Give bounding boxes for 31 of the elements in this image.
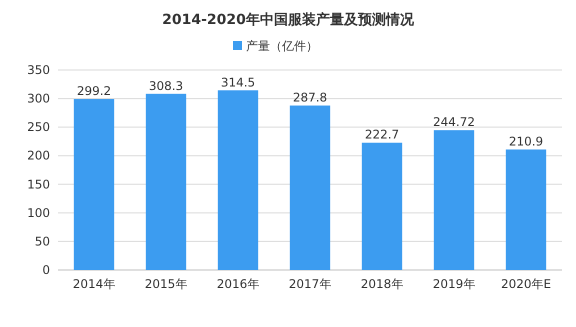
data-label: 308.3 <box>148 78 184 93</box>
legend-label: 产量（亿件） <box>246 39 318 53</box>
bar <box>290 106 330 270</box>
y-tick-label: 200 <box>27 148 50 163</box>
data-label: 222.7 <box>364 128 400 142</box>
y-tick-label: 100 <box>27 206 50 220</box>
x-tick-label: 2018年 <box>360 277 404 291</box>
bar <box>362 142 402 270</box>
y-tick-label: 250 <box>27 120 50 134</box>
x-tick-label: 2015年 <box>144 277 188 291</box>
data-label: 244.72 <box>433 115 475 130</box>
y-tick-label: 300 <box>27 92 50 106</box>
data-label: 299.2 <box>76 84 112 98</box>
x-tick-label: 2016年 <box>216 277 260 291</box>
chart-title: 2014-2020年中国服装产量及预测情况 <box>162 11 415 28</box>
y-tick-label: 50 <box>34 234 50 248</box>
bar <box>74 99 114 270</box>
data-label: 314.5 <box>220 75 256 90</box>
y-tick-label: 0 <box>42 263 50 277</box>
x-tick-label: 2014年 <box>72 277 116 291</box>
bar <box>146 94 186 270</box>
x-tick-label: 2020年E <box>500 277 552 291</box>
bar <box>218 90 258 270</box>
y-tick-label: 350 <box>27 63 50 77</box>
data-label: 210.9 <box>508 134 544 148</box>
x-tick-label: 2017年 <box>288 277 332 291</box>
x-tick-label: 2019年 <box>432 277 476 291</box>
y-tick-label: 150 <box>27 177 50 192</box>
bar <box>434 130 474 270</box>
bar <box>506 149 546 270</box>
data-label: 287.8 <box>292 90 328 105</box>
